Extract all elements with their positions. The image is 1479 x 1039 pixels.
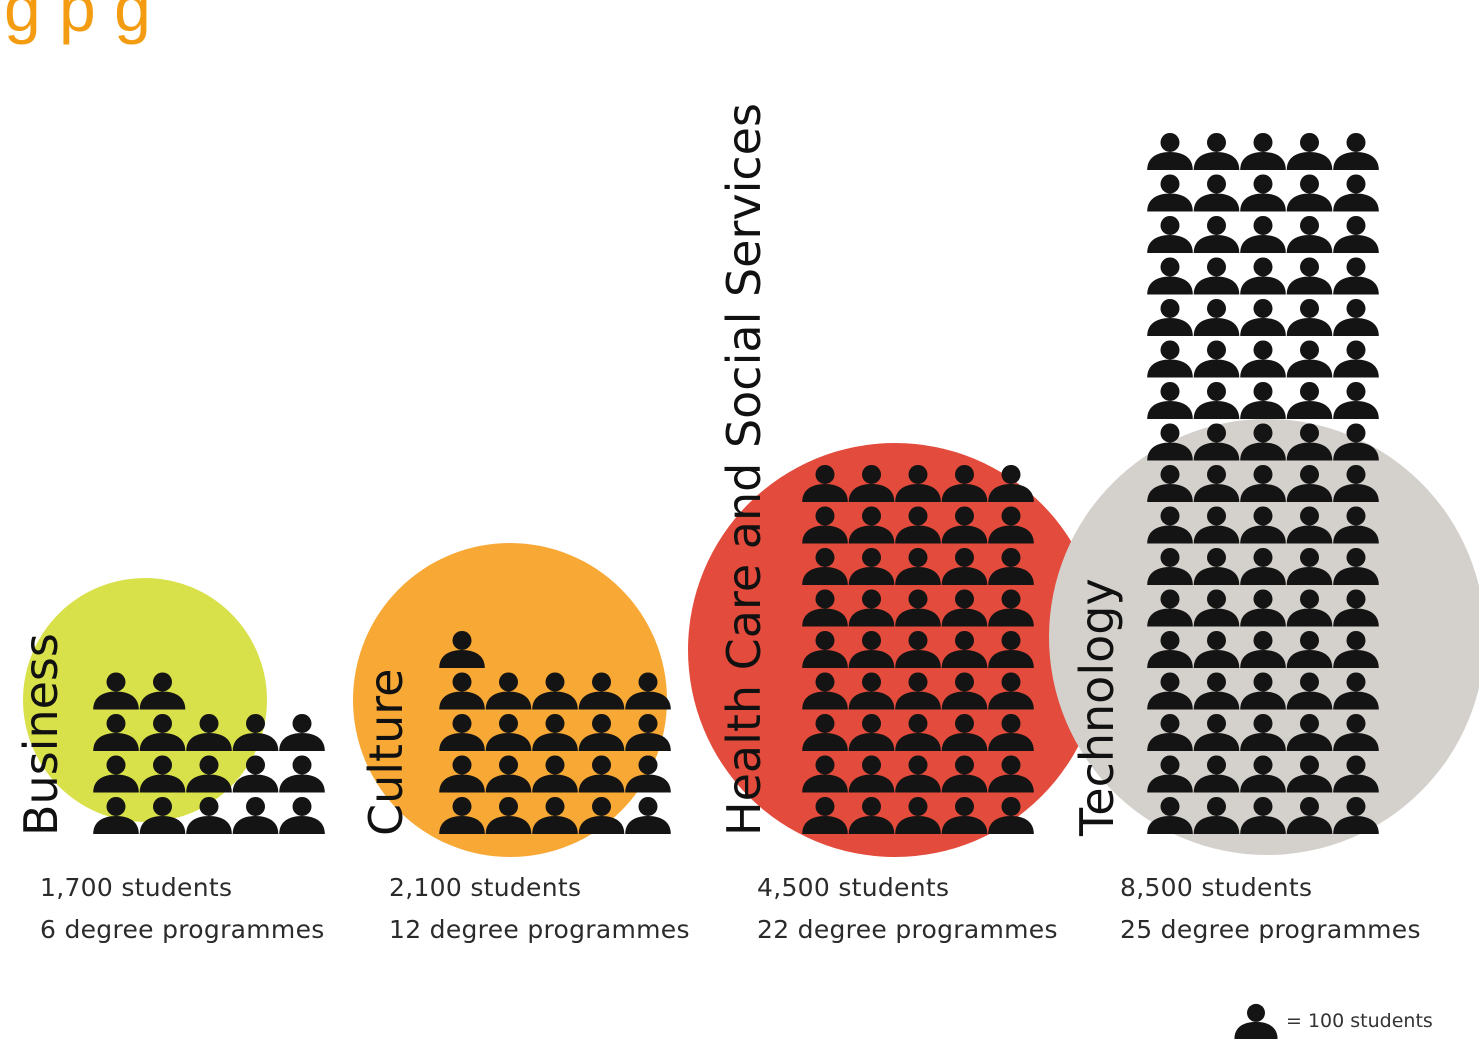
person-icon [1333,215,1379,253]
person-icon [1286,257,1333,295]
person-icon [1240,215,1286,253]
person-icon [1333,174,1379,212]
person-icon [1193,132,1240,170]
person-icon [279,713,325,751]
person-icon [1193,257,1240,295]
person-icon [1193,298,1240,336]
programmes-business: 6 degree programmes [40,915,325,944]
person-icon [1240,257,1286,295]
person-icon [1286,381,1333,419]
stats-technology: 8,500 students 25 degree programmes [1120,867,1421,951]
students-health: 4,500 students [757,873,950,902]
person-icon [1240,381,1286,419]
person-icon [1147,132,1193,170]
person-icon [1147,298,1193,336]
person-icon [1147,174,1193,212]
legend-label: = 100 students [1286,1010,1433,1032]
title-fragment: g p g [4,0,151,45]
students-business: 1,700 students [40,873,233,902]
label-health: Health Care and Social Services [717,103,771,836]
programmes-culture: 12 degree programmes [389,915,690,944]
person-icon [1286,174,1333,212]
label-culture: Culture [359,669,413,836]
stats-culture: 2,100 students 12 degree programmes [389,867,690,951]
person-icon [1286,132,1333,170]
person-icon [1147,257,1193,295]
person-icon [1147,340,1193,378]
label-technology: Technology [1070,578,1124,837]
label-business: Business [14,633,68,836]
person-icon [1193,215,1240,253]
programmes-technology: 25 degree programmes [1120,915,1421,944]
stats-health: 4,500 students 22 degree programmes [757,867,1058,951]
students-technology: 8,500 students [1120,873,1313,902]
person-icon [279,796,325,834]
person-icon [1232,1003,1280,1039]
person-icon [1286,298,1333,336]
person-icon [1333,132,1379,170]
person-icon [1286,340,1333,378]
students-culture: 2,100 students [389,873,582,902]
person-icon [1193,381,1240,419]
person-icon [1333,340,1379,378]
person-icon [232,796,279,834]
circle-health [688,443,1102,857]
person-icon [1333,381,1379,419]
person-icon [279,755,325,793]
person-icon [1240,340,1286,378]
person-icon [1240,174,1286,212]
person-icon [1193,174,1240,212]
legend: = 100 students [1232,1003,1433,1039]
person-icon [1193,340,1240,378]
person-icon [1333,298,1379,336]
person-icon [625,796,671,834]
person-icon [1147,215,1193,253]
person-icon [1333,257,1379,295]
person-icon [1286,215,1333,253]
programmes-health: 22 degree programmes [757,915,1058,944]
person-icon [1240,132,1286,170]
person-icon [1240,298,1286,336]
stats-business: 1,700 students 6 degree programmes [40,867,325,951]
person-icon [1147,381,1193,419]
